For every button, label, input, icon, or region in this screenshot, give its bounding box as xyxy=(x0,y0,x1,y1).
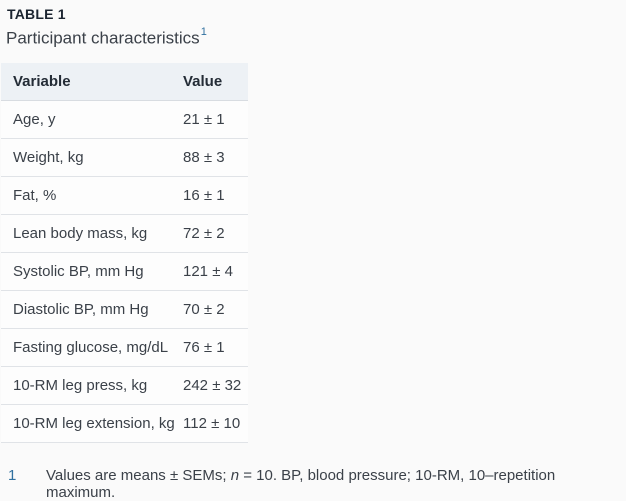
value-cell: 70 ± 2 xyxy=(171,290,248,329)
variable-cell: Fat, % xyxy=(1,176,171,215)
variable-cell: Systolic BP, mm Hg xyxy=(1,252,171,291)
table-body: Age, y 21 ± 1 Weight, kg 88 ± 3 Fat, % 16 ± 1… xyxy=(1,100,248,443)
value-cell: 76 ± 1 xyxy=(171,328,248,367)
footnote-text: Values are means ± SEMs; n = 10. BP, blo… xyxy=(46,467,620,501)
table-row: 10-RM leg press, kg 242 ± 32 xyxy=(1,366,248,405)
footnote: 1 Values are means ± SEMs; n = 10. BP, b… xyxy=(8,467,620,501)
variable-cell: Diastolic BP, mm Hg xyxy=(1,290,171,329)
participant-characteristics-table: Variable Value Age, y 21 ± 1 Weight, kg 88 … xyxy=(1,63,248,443)
value-cell: 21 ± 1 xyxy=(171,100,248,139)
table-header-row: Variable Value xyxy=(1,63,248,101)
variable-cell: 10-RM leg press, kg xyxy=(1,366,171,405)
variable-cell: Age, y xyxy=(1,100,171,139)
table-label: TABLE 1 xyxy=(7,6,66,22)
value-cell: 88 ± 3 xyxy=(171,138,248,177)
caption-text: Participant characteristics xyxy=(6,28,200,48)
variable-cell: Lean body mass, kg xyxy=(1,214,171,253)
table-row: Age, y 21 ± 1 xyxy=(1,100,248,139)
table-caption: Participant characteristics1 xyxy=(6,26,207,49)
footnote-marker-link[interactable]: 1 xyxy=(8,467,17,484)
footnote-text-part1: Values are means ± SEMs; xyxy=(46,467,231,484)
value-cell: 72 ± 2 xyxy=(171,214,248,253)
table-row: Weight, kg 88 ± 3 xyxy=(1,138,248,177)
value-cell: 242 ± 32 xyxy=(171,366,248,405)
column-header-variable: Variable xyxy=(1,63,171,101)
table-row: 10-RM leg extension, kg 112 ± 10 xyxy=(1,404,248,443)
table-row: Fasting glucose, mg/dL 76 ± 1 xyxy=(1,328,248,367)
column-header-value: Value xyxy=(171,63,248,101)
caption-footnote-link[interactable]: 1 xyxy=(200,26,207,38)
table-row: Fat, % 16 ± 1 xyxy=(1,176,248,215)
table-row: Diastolic BP, mm Hg 70 ± 2 xyxy=(1,290,248,329)
variable-cell: Weight, kg xyxy=(1,138,171,177)
variable-cell: 10-RM leg extension, kg xyxy=(1,404,175,443)
value-cell: 16 ± 1 xyxy=(171,176,248,215)
value-cell: 112 ± 10 xyxy=(171,404,248,443)
footnote-n-symbol: n xyxy=(230,467,240,484)
table-row: Systolic BP, mm Hg 121 ± 4 xyxy=(1,252,248,291)
table-row: Lean body mass, kg 72 ± 2 xyxy=(1,214,248,253)
value-cell: 121 ± 4 xyxy=(171,252,248,291)
variable-cell: Fasting glucose, mg/dL xyxy=(1,328,171,367)
